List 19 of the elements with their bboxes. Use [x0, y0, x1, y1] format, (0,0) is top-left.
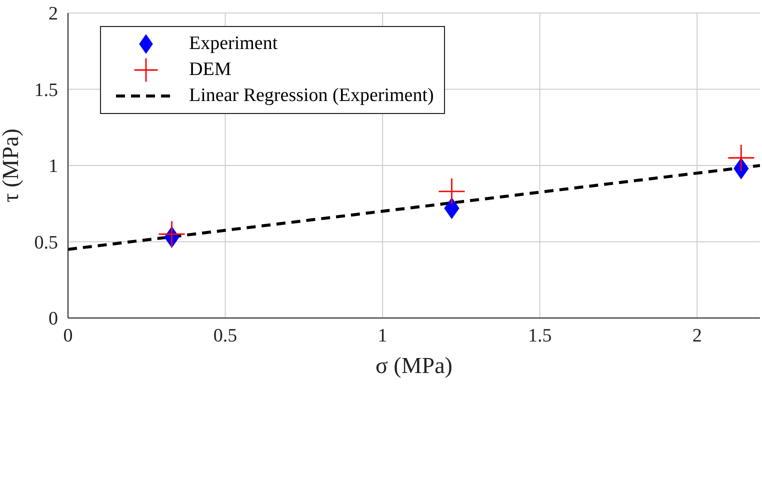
x-tick-label: 0.5	[213, 325, 238, 346]
legend-label: DEM	[189, 59, 232, 81]
x-tick-label: 1	[378, 325, 388, 346]
y-tick-label: 2	[48, 4, 58, 25]
x-axis-title: σ (MPa)	[376, 353, 452, 378]
point	[728, 144, 754, 171]
point	[444, 198, 460, 219]
x-tick-label: 2	[692, 325, 702, 346]
y-tick-label: 0	[48, 308, 58, 330]
x-tick-label: 1.5	[528, 325, 552, 346]
y-tick-label: 1	[48, 156, 58, 178]
legend-label: Experiment	[189, 33, 278, 55]
point	[158, 221, 185, 248]
x-tick-label: 0	[63, 325, 73, 346]
y-tick-label: 0.5	[34, 232, 58, 254]
legend-label: Linear Regression (Experiment)	[189, 85, 434, 107]
point	[438, 178, 465, 204]
y-tick-label: 1.5	[34, 80, 58, 101]
y-axis-title: τ (MPa)	[0, 128, 24, 202]
